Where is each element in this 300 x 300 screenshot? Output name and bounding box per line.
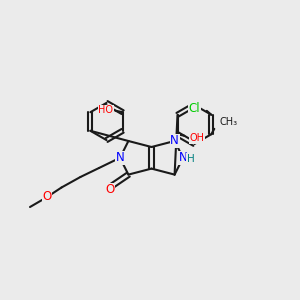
Text: HO: HO <box>98 105 113 115</box>
Text: OH: OH <box>190 134 205 143</box>
Text: N: N <box>178 151 188 164</box>
Text: H: H <box>187 154 194 164</box>
Text: N: N <box>116 151 124 164</box>
Text: CH₃: CH₃ <box>219 117 238 127</box>
Text: Cl: Cl <box>188 102 200 115</box>
Text: O: O <box>106 183 115 196</box>
Text: O: O <box>43 190 52 203</box>
Text: N: N <box>170 134 179 148</box>
